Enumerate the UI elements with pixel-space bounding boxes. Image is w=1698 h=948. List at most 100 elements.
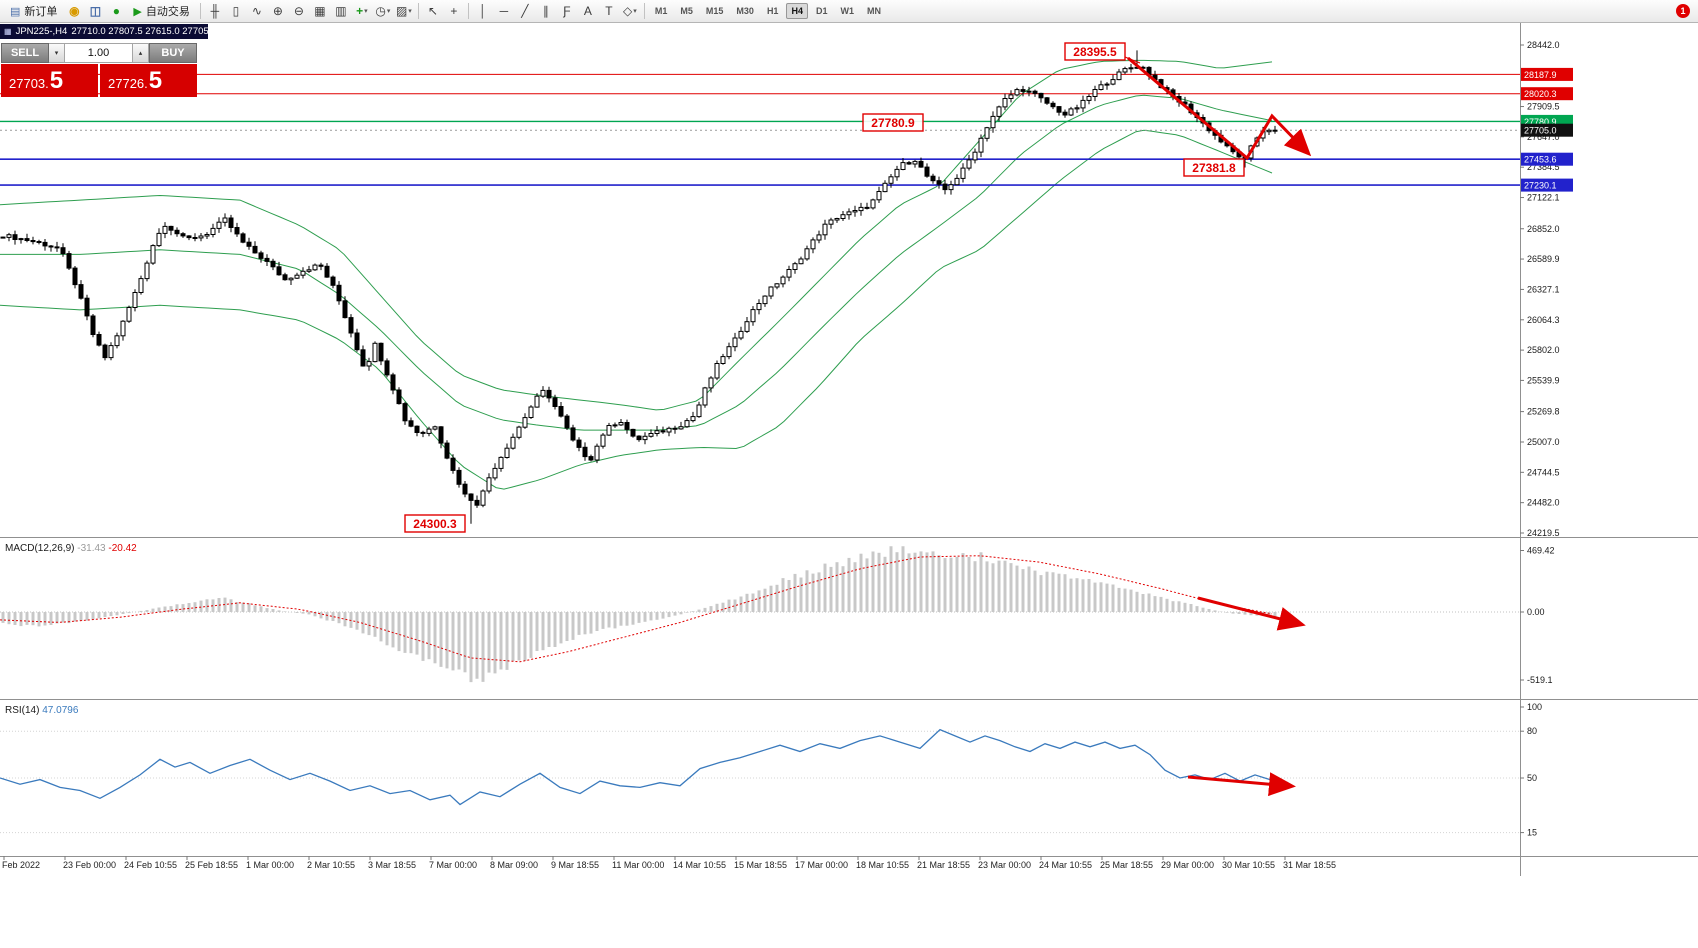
autotrading-button-label: 自动交易	[145, 6, 190, 18]
cursor-icon: ↖	[427, 4, 438, 18]
svg-text:1 Mar 00:00: 1 Mar 00:00	[246, 860, 294, 870]
svg-text:15 Mar 18:55: 15 Mar 18:55	[734, 860, 787, 870]
toolbar-separator	[199, 3, 201, 19]
sell-price-pips: 5	[49, 67, 64, 94]
timeframe-button-m30[interactable]: M30	[736, 6, 754, 16]
svg-text:27453.6: 27453.6	[1524, 155, 1557, 165]
volume-decrease-button[interactable]: ▾	[49, 43, 65, 63]
tile-windows-icon[interactable]: ▦	[310, 2, 330, 20]
timeframe-button-m15[interactable]: M15	[705, 6, 724, 16]
profile-icon: ◫	[89, 4, 102, 18]
timeframe-button-h4[interactable]: H4	[786, 3, 808, 19]
svg-text:25007.0: 25007.0	[1527, 437, 1560, 447]
dropdown-caret-icon: ▾	[408, 7, 412, 15]
svg-text:0.00: 0.00	[1527, 607, 1545, 617]
cursor-icon[interactable]: ↖	[423, 2, 443, 20]
timeframe-button-m1[interactable]: M1	[654, 6, 668, 16]
price-axis: 28442.0 27909.5 27647.0 27384.5 27122.1 26852…	[1520, 40, 1573, 538]
market-watch-icon: ●	[112, 4, 121, 18]
periods-button[interactable]: ◷ ▾	[373, 2, 393, 20]
toolbar: ▤ 新订单 ◉ ◫ ● ▶ 自动交易 ╫ ▯ ∿ ⊕ ⊖ ▦ ▥ + ▾ ◷ ▾ ▨ ▾ ↖ + │ ─ ╱ ∥ Ƒ A T ◇ ▾ M1 M5…	[0, 0, 1698, 23]
profile-icon[interactable]: ◫	[85, 2, 105, 20]
svg-text:2 Mar 10:55: 2 Mar 10:55	[307, 860, 355, 870]
templates-button[interactable]: ▨ ▾	[394, 2, 414, 20]
svg-text:27381.8: 27381.8	[1192, 161, 1236, 175]
svg-text:27705.0: 27705.0	[1524, 126, 1557, 136]
arrows-icon[interactable]: ◇ ▾	[620, 2, 640, 20]
svg-text:24482.0: 24482.0	[1527, 498, 1560, 508]
svg-text:23 Feb 00:00: 23 Feb 00:00	[63, 860, 116, 870]
svg-text:26589.9: 26589.9	[1527, 254, 1560, 264]
buy-price-main: 27726.	[108, 76, 148, 91]
navigator-icon[interactable]: ▥	[331, 2, 351, 20]
buy-price[interactable]: 27726. 5	[100, 64, 197, 97]
sell-price[interactable]: 27703. 5	[1, 64, 98, 97]
svg-text:26852.0: 26852.0	[1527, 224, 1560, 234]
svg-text:28442.0: 28442.0	[1527, 40, 1560, 50]
svg-text:-519.1: -519.1	[1527, 675, 1553, 685]
svg-text:27780.9: 27780.9	[871, 116, 915, 130]
new-order-icon: ▤	[10, 5, 21, 18]
text-label-icon: T	[605, 4, 613, 18]
crosshair-icon[interactable]: +	[444, 2, 464, 20]
dropdown-caret-icon: ▾	[633, 7, 637, 15]
bollinger-bands	[0, 59, 1273, 490]
add-indicator-button[interactable]: + ▾	[352, 2, 372, 20]
timeframe-button-h1[interactable]: H1	[766, 6, 779, 16]
zoom-in-icon: ⊕	[272, 4, 283, 18]
svg-text:23 Mar 00:00: 23 Mar 00:00	[978, 860, 1031, 870]
channel-icon: ∥	[542, 4, 549, 18]
history-center-icon: ◉	[69, 4, 80, 18]
svg-text:11 Mar 00:00: 11 Mar 00:00	[612, 860, 664, 870]
svg-text:14 Mar 10:55: 14 Mar 10:55	[673, 860, 726, 870]
fibonacci-icon[interactable]: Ƒ	[557, 2, 577, 20]
zoom-in-icon[interactable]: ⊕	[268, 2, 288, 20]
timeframe-button-m5[interactable]: M5	[680, 6, 693, 16]
candlestick-chart-icon: ▯	[232, 4, 240, 18]
bar-chart-icon[interactable]: ╫	[205, 2, 225, 20]
market-watch-icon[interactable]: ●	[106, 2, 126, 20]
svg-text:30 Mar 10:55: 30 Mar 10:55	[1222, 860, 1275, 870]
toolbar-separator	[643, 3, 645, 19]
svg-text:17 Mar 00:00: 17 Mar 00:00	[795, 860, 848, 870]
price-callouts: 28395.5 27780.9 27381.8 24300.3	[404, 42, 1245, 533]
zoom-out-icon[interactable]: ⊖	[289, 2, 309, 20]
trendline-icon[interactable]: ╱	[515, 2, 535, 20]
dropdown-caret-icon: ▾	[386, 7, 391, 15]
one-click-trading-panel: SELL ▾ 1.00 ▴ BUY 27703. 5 27726. 5	[1, 43, 197, 97]
volume-input[interactable]: 1.00	[65, 43, 133, 63]
vertical-line-icon[interactable]: │	[473, 2, 493, 20]
svg-text:27230.1: 27230.1	[1524, 181, 1557, 191]
timeframe-button-w1[interactable]: W1	[840, 6, 854, 16]
svg-text:24219.5: 24219.5	[1527, 528, 1560, 538]
arrows-icon: ◇	[623, 4, 633, 18]
autotrading-play-icon: ▶	[133, 5, 142, 18]
toolbar-separator	[467, 3, 469, 19]
ohlc-values: 27710.0 27807.5 27615.0 27705.0	[71, 26, 208, 37]
svg-text:24 Mar 10:55: 24 Mar 10:55	[1039, 860, 1092, 870]
timeframe-button-mn[interactable]: MN	[866, 6, 881, 16]
volume-increase-button[interactable]: ▴	[133, 43, 149, 63]
buy-button[interactable]: BUY	[149, 43, 197, 63]
svg-text:7 Mar 00:00: 7 Mar 00:00	[429, 860, 477, 870]
svg-text:24744.5: 24744.5	[1527, 467, 1560, 477]
svg-text:25 Feb 18:55: 25 Feb 18:55	[185, 860, 238, 870]
new-order-button[interactable]: ▤ 新订单	[4, 2, 63, 20]
history-center-icon[interactable]: ◉	[64, 2, 84, 20]
autotrading-button[interactable]: ▶ 自动交易	[127, 2, 195, 20]
toolbar-separator	[417, 3, 419, 19]
text-label-icon[interactable]: T	[599, 2, 619, 20]
timeframe-button-d1[interactable]: D1	[815, 6, 828, 16]
channel-icon[interactable]: ∥	[536, 2, 556, 20]
crosshair-icon: +	[450, 4, 458, 18]
new-order-button-label: 新订单	[24, 6, 58, 18]
tile-windows-icon: ▦	[314, 4, 326, 18]
text-icon[interactable]: A	[578, 2, 598, 20]
sell-button[interactable]: SELL	[1, 43, 49, 63]
line-chart-icon[interactable]: ∿	[247, 2, 267, 20]
templates-glyph: ▨	[395, 4, 408, 18]
candlestick-chart-icon[interactable]: ▯	[226, 2, 246, 20]
notification-badge[interactable]: 1	[1676, 4, 1690, 18]
horizontal-line-icon[interactable]: ─	[494, 2, 514, 20]
